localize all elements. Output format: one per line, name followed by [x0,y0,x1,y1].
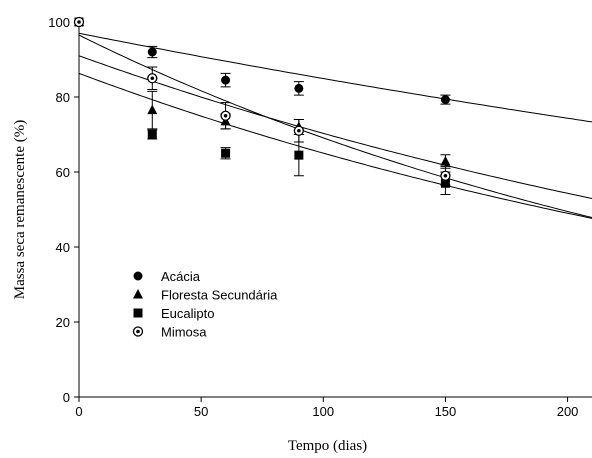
fit-curve [78,55,592,199]
x-tick-label: 100 [312,404,334,419]
legend-marker [133,271,143,281]
error-bars [147,45,451,195]
x-tick-label: 0 [75,404,82,419]
marker-dot [136,329,140,334]
data-point [440,95,450,105]
tick-labels: 0 50 100 150 200 0 20 40 60 80 100 [48,15,578,419]
marker-dot [223,113,228,118]
y-tick-label: 60 [56,165,70,180]
data-point [440,178,450,188]
data-point [147,130,157,139]
legend-marker [133,308,143,318]
marker-dot [77,20,81,24]
data-point [73,16,85,28]
legend-marker [133,289,143,299]
data-point [220,110,231,121]
x-tick-label: 200 [557,404,579,419]
data-point [147,73,158,84]
legend-label: Floresta Secundária [161,288,278,303]
marker-dot [150,76,155,81]
legend: Acácia Floresta Secundária Eucalipto Mimosa [132,269,278,340]
fit-curve [78,32,592,123]
x-axis-label: Tempo (dias) [288,438,367,454]
y-tick-label: 40 [56,240,70,255]
y-tick-label: 100 [48,15,70,30]
y-tick-label: 20 [56,315,70,330]
y-tick-label: 0 [63,390,70,405]
data-point [293,125,305,136]
data-point [440,170,451,181]
data-point [221,148,231,158]
fit-curves [78,32,592,219]
fit-curve [78,34,592,218]
legend-label: Mimosa [161,325,207,340]
data-points [73,16,451,188]
y-axis-label: Massa seca remanescente (%) [12,120,28,300]
legend-marker [132,326,144,337]
marker-dot [297,128,301,133]
data-point [294,150,304,160]
data-point [147,104,158,115]
data-point [294,83,304,93]
x-tick-label: 50 [194,404,208,419]
data-point [147,47,157,57]
marker-dot [443,173,448,178]
fit-curve [78,72,592,219]
y-tick-label: 80 [56,90,70,105]
legend-label: Eucalipto [161,306,214,321]
data-point [221,75,231,85]
data-point [440,156,451,166]
x-tick-label: 150 [435,404,457,419]
legend-label: Acácia [161,269,201,284]
